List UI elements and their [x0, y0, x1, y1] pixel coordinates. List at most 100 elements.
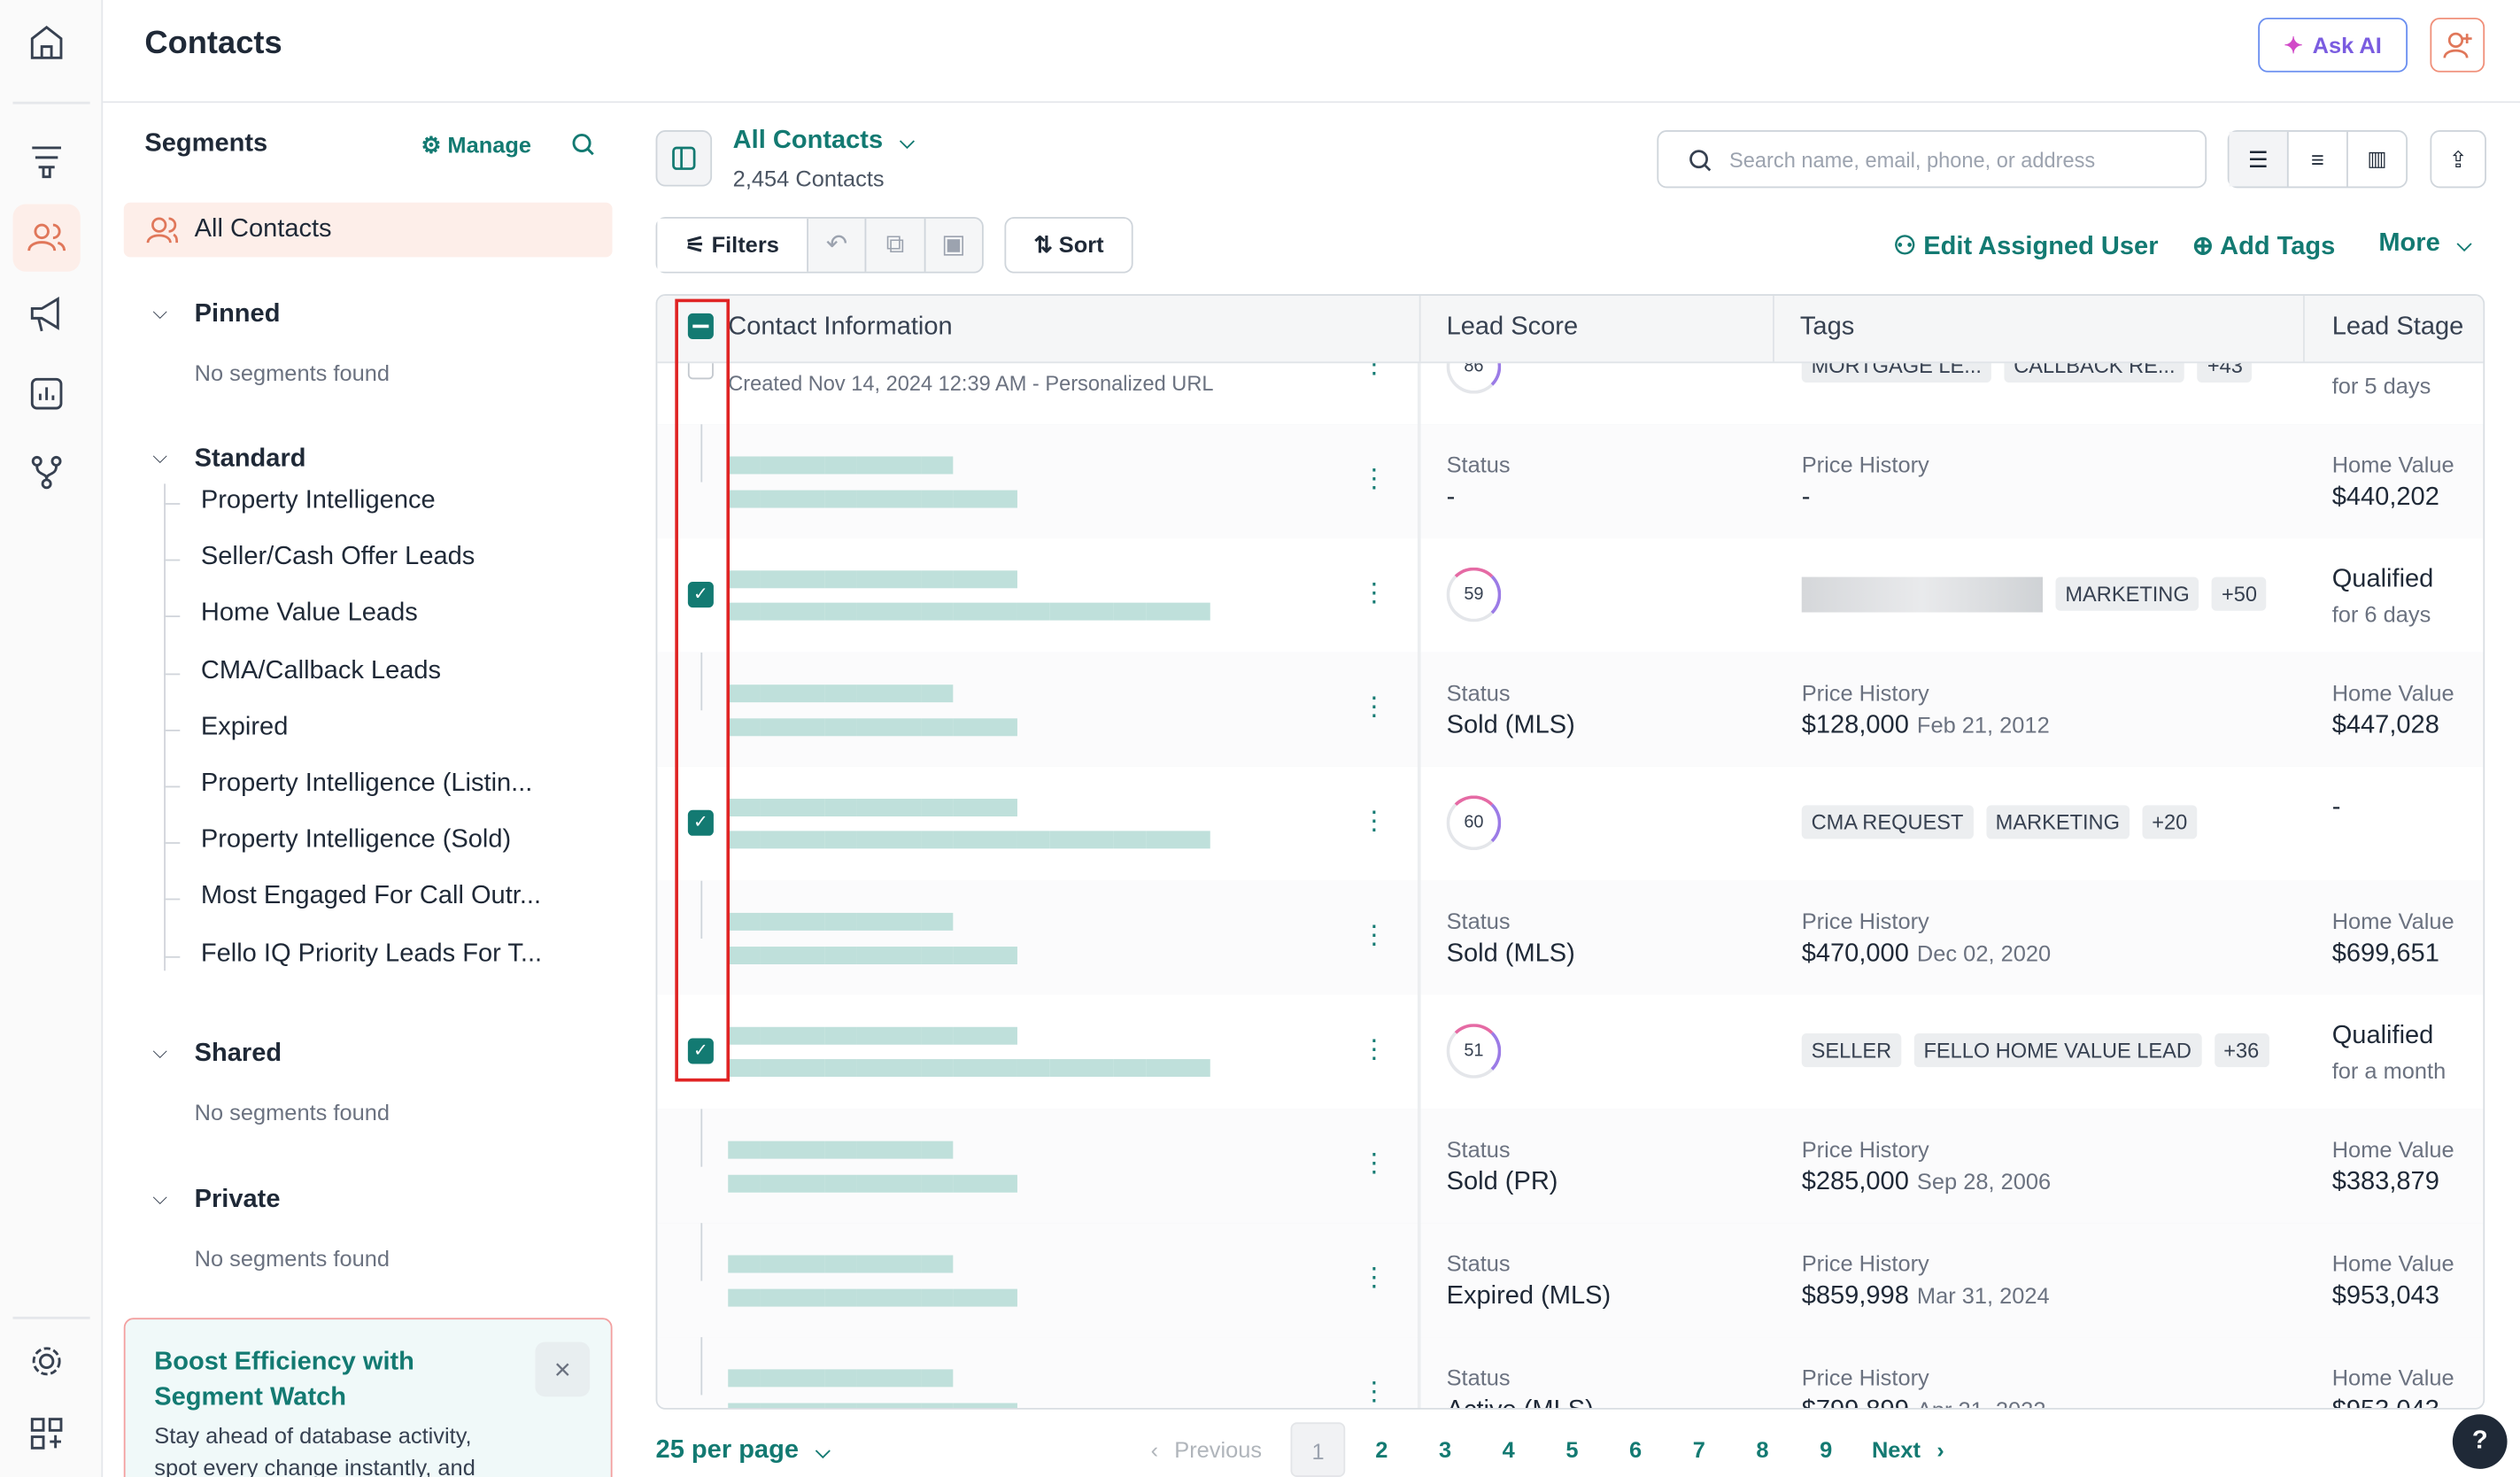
row-checkbox[interactable]: ✓ — [687, 809, 714, 836]
row-menu[interactable]: ⋮ — [1361, 694, 1388, 722]
contact-row: ⋮ ✓ 51 SELLER FELLO HOME VALUE LEAD +36 Qualif… — [657, 994, 2484, 1111]
table-view[interactable]: ☰ — [2229, 131, 2289, 187]
all-contacts-segment[interactable]: All Contacts — [123, 202, 613, 258]
row-menu[interactable]: ⋮ — [1361, 580, 1388, 608]
blurred-text — [921, 1255, 954, 1273]
row-menu[interactable]: ⋮ — [1361, 808, 1388, 836]
reports-icon[interactable] — [30, 377, 63, 410]
help-button[interactable]: ? — [2452, 1414, 2508, 1469]
undo-button[interactable]: ↶ — [808, 218, 867, 272]
settings-icon[interactable] — [32, 1347, 61, 1376]
page-button[interactable]: 7 — [1692, 1436, 1705, 1463]
page-button[interactable]: 6 — [1629, 1436, 1643, 1463]
row-menu[interactable]: ⋮ — [1361, 1036, 1388, 1064]
blurred-text — [953, 947, 1017, 964]
blurred-text — [824, 799, 857, 817]
tree-branch — [164, 615, 181, 618]
workflow-icon[interactable] — [35, 466, 58, 480]
view-toggle: ☰ ≡ ▥ — [2227, 130, 2408, 189]
price: $470,000 — [1801, 940, 1909, 968]
contacts-icon[interactable] — [27, 223, 66, 251]
blurred-text — [728, 831, 761, 849]
segment-item[interactable]: CMA/Callback Leads — [200, 656, 442, 684]
panel-toggle[interactable] — [655, 130, 713, 187]
map-view[interactable]: ▥ — [2367, 146, 2387, 171]
blurred-text — [856, 799, 922, 817]
tree-branch — [164, 729, 181, 731]
lead-stage: - — [2331, 793, 2341, 822]
home-icon[interactable] — [30, 26, 63, 59]
group-name[interactable]: Standard — [194, 445, 306, 473]
segment-search-icon[interactable] — [570, 132, 596, 158]
price: $859,998 — [1801, 1282, 1909, 1311]
filters-button[interactable]: ⚟ Filters — [657, 218, 808, 272]
blurred-text — [953, 1174, 1017, 1193]
page-button[interactable]: 5 — [1565, 1436, 1579, 1463]
funnel-icon[interactable] — [32, 146, 61, 179]
blurred-text — [921, 602, 954, 621]
page-button[interactable]: 2 — [1375, 1436, 1388, 1463]
search-box[interactable]: Search name, email, phone, or address — [1657, 130, 2207, 189]
blurred-text — [760, 947, 825, 964]
price: - — [1801, 483, 1811, 512]
page-button[interactable]: 1 — [1290, 1422, 1346, 1477]
banner-close[interactable]: × — [535, 1342, 591, 1397]
segment-item[interactable]: Home Value Leads — [200, 599, 418, 628]
blurred-text — [728, 1288, 761, 1307]
property-label: Price History — [1801, 1364, 1929, 1390]
tree-line — [164, 483, 166, 970]
previous-button[interactable]: ‹ Previous — [1151, 1437, 1262, 1463]
group-chevron[interactable]: ⌵ — [152, 1040, 167, 1063]
view-name: All Contacts — [732, 127, 884, 155]
page-button[interactable]: 8 — [1756, 1436, 1769, 1463]
segment-item[interactable]: Seller/Cash Offer Leads — [200, 543, 475, 571]
row-menu[interactable]: ⋮ — [1361, 1264, 1388, 1293]
segment-item[interactable]: Expired — [200, 713, 289, 741]
more-menu[interactable]: More ⌵ — [2378, 229, 2472, 258]
group-name[interactable]: Private — [194, 1186, 281, 1214]
row-checkbox[interactable]: ✓ — [687, 1038, 714, 1064]
page-button[interactable]: 3 — [1438, 1436, 1452, 1463]
campaign-icon[interactable] — [30, 297, 59, 332]
apps-icon[interactable] — [30, 1418, 45, 1432]
row-menu[interactable]: ⋮ — [1361, 1150, 1388, 1179]
price-history: $859,998 Mar 31, 2024 — [1802, 1282, 2050, 1311]
segment-item[interactable]: Property Intelligence (Sold) — [200, 826, 512, 854]
add-contact-button[interactable] — [2430, 17, 2485, 73]
select-all-checkbox[interactable] — [687, 313, 714, 339]
segment-item[interactable]: Property Intelligence — [200, 486, 436, 514]
edit-assigned-user[interactable]: ⚇ Edit Assigned User — [1893, 233, 2159, 261]
segment-item[interactable]: Fello IQ Priority Leads For T... — [200, 940, 543, 967]
segment-item[interactable]: Property Intelligence (Listin... — [200, 769, 533, 798]
list-view[interactable]: ≡ — [2289, 131, 2348, 187]
page-button[interactable]: 9 — [1820, 1436, 1833, 1463]
tree-branch — [164, 559, 181, 561]
row-menu[interactable]: ⋮ — [1361, 922, 1388, 950]
page-button[interactable]: 4 — [1502, 1436, 1515, 1463]
save-button[interactable]: ▣ — [941, 231, 966, 259]
sort-button[interactable]: ⇅ Sort — [1004, 217, 1133, 274]
property-status: Expired (MLS) — [1446, 1282, 1612, 1311]
copy-button[interactable]: ⧉ — [867, 218, 925, 272]
add-tags[interactable]: ⊕ Add Tags — [2191, 233, 2336, 261]
blurred-text — [921, 1288, 954, 1307]
blurred-text — [760, 1059, 825, 1078]
view-selector[interactable]: All Contacts ⌵ — [732, 127, 915, 155]
per-page-selector[interactable]: 25 per page ⌵ — [655, 1436, 831, 1465]
blurred-text — [921, 1059, 954, 1078]
row-menu[interactable]: ⋮ — [1361, 1379, 1388, 1407]
row-menu[interactable]: ⋮ — [1361, 466, 1388, 494]
blurred-text — [856, 1255, 922, 1273]
row-checkbox[interactable]: ✓ — [687, 582, 714, 608]
group-name[interactable]: Shared — [194, 1040, 282, 1068]
export-button[interactable]: ⇪ — [2430, 130, 2486, 189]
group-name[interactable]: Pinned — [194, 300, 281, 329]
manage-link[interactable]: ⚙ Manage — [421, 131, 532, 158]
group-chevron[interactable]: ⌵ — [152, 300, 167, 323]
blurred-text — [921, 1026, 954, 1045]
segment-item[interactable]: Most Engaged For Call Outr... — [200, 883, 542, 910]
next-button[interactable]: Next › — [1872, 1437, 1944, 1463]
ask-ai-button[interactable]: ✦ Ask AI — [2258, 17, 2408, 73]
group-chevron[interactable]: ⌵ — [152, 1186, 167, 1209]
group-chevron[interactable]: ⌵ — [152, 445, 167, 468]
